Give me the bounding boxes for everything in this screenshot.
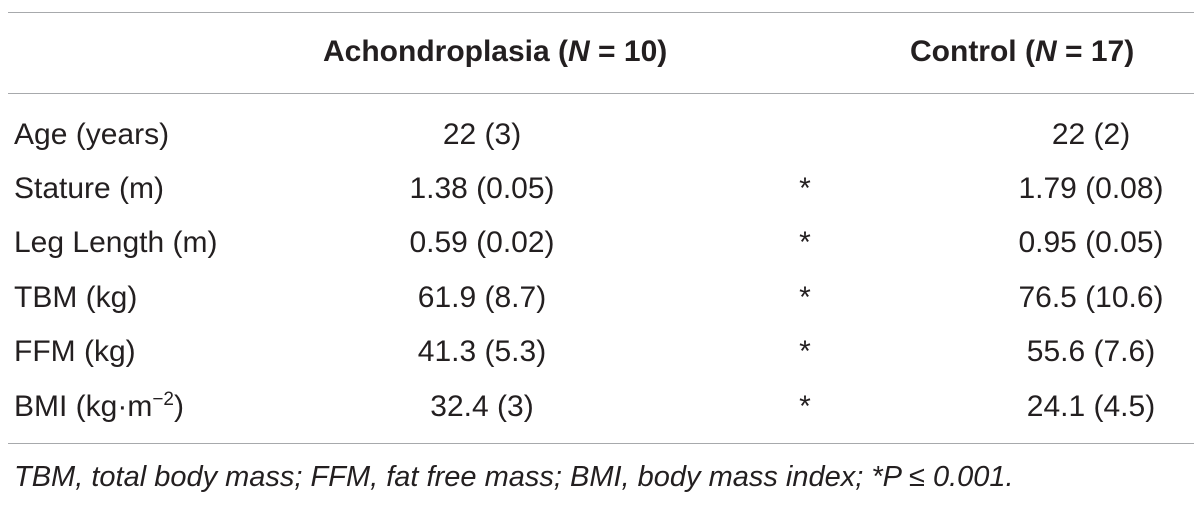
row-label: FFM (kg): [14, 335, 136, 368]
column-header-achondroplasia-name: Achondroplasia (: [323, 35, 569, 68]
column-header-control-name: Control (: [910, 35, 1035, 68]
significance-marker: *: [799, 335, 811, 368]
achondroplasia-value: 1.38 (0.05): [409, 172, 555, 205]
row-label: TBM (kg): [14, 281, 138, 314]
achondroplasia-value: 22 (3): [442, 118, 522, 151]
row-label: Age (years): [14, 118, 170, 151]
achondroplasia-value: 41.3 (5.3): [417, 335, 547, 368]
table-bottom-rule: [8, 443, 1194, 444]
row-label: Stature (m): [14, 172, 165, 205]
column-header-achondroplasia: Achondroplasia (N = 10): [323, 32, 667, 72]
table-row: Leg Length (m) 0.59 (0.02) * 0.95 (0.05): [0, 223, 1200, 277]
achondroplasia-value: 61.9 (8.7): [417, 281, 547, 314]
control-value: 24.1 (4.5): [1026, 390, 1156, 423]
control-value: 0.95 (0.05): [1018, 226, 1164, 259]
row-label-superscript: −2: [152, 389, 174, 410]
table-header-rule: [8, 93, 1194, 94]
control-value: 55.6 (7.6): [1026, 335, 1156, 368]
table-row: FFM (kg) 41.3 (5.3) * 55.6 (7.6): [0, 332, 1200, 386]
column-header-control-n-symbol: N: [1034, 35, 1057, 68]
row-label: BMI (kg·m−2): [14, 387, 184, 427]
table-row: Stature (m) 1.38 (0.05) * 1.79 (0.08): [0, 169, 1200, 223]
row-label-suffix: ): [174, 390, 184, 423]
table-row: Age (years) 22 (3) 22 (2): [0, 115, 1200, 169]
significance-marker: *: [799, 281, 811, 314]
table-row: TBM (kg) 61.9 (8.7) * 76.5 (10.6): [0, 278, 1200, 332]
column-header-control: Control (N = 17): [910, 32, 1134, 72]
row-label: Leg Length (m): [14, 226, 218, 259]
control-value: 76.5 (10.6): [1018, 281, 1164, 314]
table-top-rule: [8, 12, 1194, 13]
achondroplasia-value: 0.59 (0.02): [409, 226, 555, 259]
significance-marker: *: [799, 172, 811, 205]
column-header-achondroplasia-n-value: = 10): [589, 35, 668, 68]
significance-marker: *: [799, 226, 811, 259]
significance-marker: *: [799, 390, 811, 423]
column-header-achondroplasia-n-symbol: N: [568, 35, 590, 68]
achondroplasia-value: 32.4 (3): [430, 390, 534, 423]
control-value: 1.79 (0.08): [1018, 172, 1164, 205]
control-value: 22 (2): [1051, 118, 1131, 151]
column-header-control-n-value: = 17): [1056, 35, 1135, 68]
table-footnote: TBM, total body mass; FFM, fat free mass…: [14, 461, 1014, 493]
row-label-text: BMI (kg·m: [14, 390, 153, 423]
table-row: BMI (kg·m−2) 32.4 (3) * 24.1 (4.5): [0, 387, 1200, 441]
